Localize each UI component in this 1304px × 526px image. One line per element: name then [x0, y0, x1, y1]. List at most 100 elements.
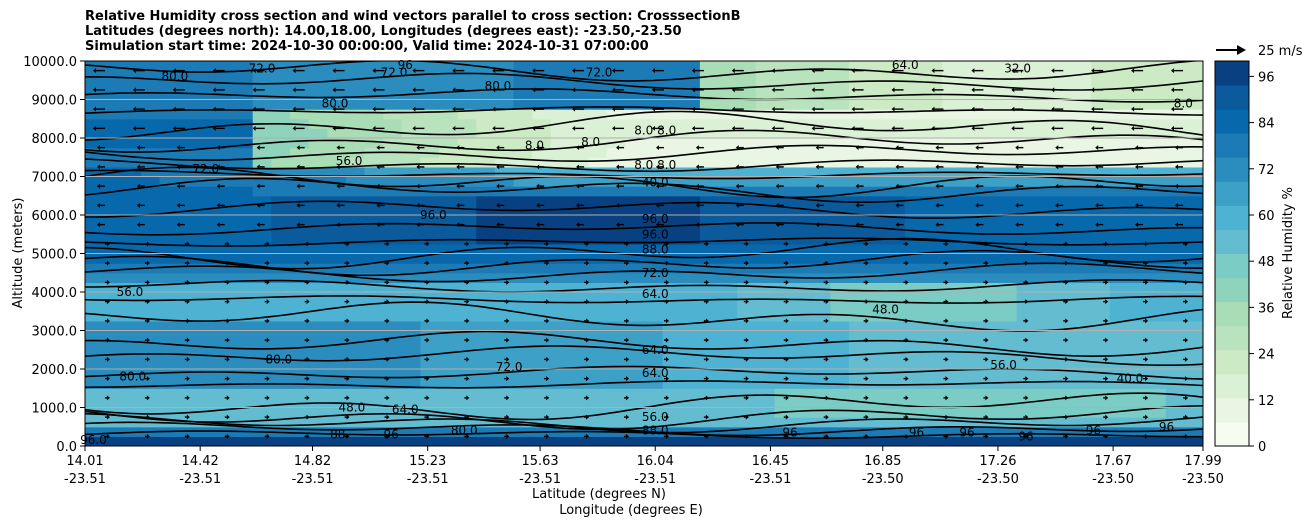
field-cell — [1128, 128, 1148, 139]
field-cell — [140, 70, 161, 81]
field-cell — [178, 234, 198, 245]
wind-vector-head — [546, 318, 550, 324]
wind-vector-head — [106, 318, 110, 324]
field-cell — [252, 166, 272, 178]
field-cell — [215, 61, 235, 72]
field-cell — [383, 253, 403, 264]
wind-vector-head — [815, 222, 819, 228]
field-cell — [439, 397, 459, 409]
field-cell — [1165, 397, 1185, 409]
field-cell — [737, 282, 757, 293]
field-cell — [85, 109, 105, 120]
wind-vector-head — [106, 376, 110, 382]
field-cell — [513, 388, 533, 399]
field-cell — [1053, 417, 1074, 428]
wind-vector-head — [935, 164, 939, 170]
field-cell — [998, 426, 1018, 437]
wind-vector-head — [1095, 202, 1099, 208]
field-cell — [681, 118, 701, 129]
field-cell — [439, 311, 459, 322]
field-cell — [178, 292, 198, 303]
field-cell — [1035, 272, 1055, 283]
wind-vector-head — [785, 241, 789, 247]
field-cell — [979, 157, 999, 168]
field-cell — [588, 99, 608, 110]
field-cell — [215, 157, 235, 168]
wind-vector-head — [1065, 241, 1069, 247]
field-cell — [196, 340, 217, 351]
field-cell — [867, 157, 887, 168]
field-cell — [960, 205, 980, 216]
y-tick-label: 9000.0 — [32, 94, 78, 109]
field-cell — [1016, 99, 1036, 110]
field-cell — [1016, 195, 1036, 206]
field-cell — [159, 388, 179, 399]
contour-label: 80.0 — [265, 352, 292, 366]
field-cell — [1053, 359, 1074, 370]
field-cell — [1072, 282, 1092, 293]
field-cell — [774, 397, 794, 409]
field-cell — [718, 330, 738, 341]
wind-vector-head — [745, 414, 749, 420]
field-cell — [1072, 224, 1092, 235]
field-cell — [699, 349, 720, 360]
field-cell — [1016, 224, 1036, 235]
field-cell — [550, 378, 571, 389]
field-cell — [1035, 80, 1055, 91]
wind-vector-head — [735, 202, 739, 208]
x-tick-label-lat: 16.04 — [637, 454, 674, 469]
field-cell — [85, 417, 105, 428]
field-cell — [494, 61, 515, 72]
field-cell — [1016, 330, 1036, 341]
field-cell — [103, 89, 123, 101]
field-cell — [383, 378, 403, 389]
wind-vector-head — [226, 356, 230, 362]
wind-vector-head — [306, 395, 310, 401]
field-cell — [1053, 253, 1074, 264]
contour-label: 96 — [782, 426, 797, 440]
field-cell — [103, 234, 123, 245]
wind-vector-head — [1185, 433, 1189, 439]
field-cell — [1091, 89, 1111, 101]
field-cell — [904, 397, 925, 409]
field-cell — [401, 253, 421, 264]
field-cell — [271, 349, 291, 360]
field-cell — [755, 61, 776, 72]
field-cell — [122, 61, 142, 72]
field-cell — [513, 166, 533, 178]
field-cell — [1091, 80, 1111, 91]
wind-vectors — [92, 68, 1189, 439]
field-cell — [867, 118, 887, 129]
wind-vector-head — [546, 299, 550, 305]
wind-vector-head — [572, 125, 576, 131]
field-cell — [718, 176, 738, 187]
field-cell — [178, 61, 198, 72]
field-cell — [942, 176, 962, 187]
field-cell — [215, 369, 235, 380]
field-cell — [457, 330, 477, 341]
field-cell — [625, 263, 645, 274]
field-cell — [718, 118, 738, 129]
field-cell — [457, 426, 477, 437]
field-cell — [122, 109, 142, 120]
field-cell — [215, 147, 235, 158]
field-cell — [513, 320, 533, 332]
field-cell — [178, 109, 198, 120]
field-cell — [737, 243, 757, 255]
field-cell — [364, 224, 384, 235]
field-cell — [364, 61, 384, 72]
wind-vector-head — [945, 376, 949, 382]
field-cell — [476, 388, 496, 399]
wind-vector-head — [1025, 299, 1029, 305]
field-cell — [606, 205, 626, 216]
field-cell — [811, 388, 831, 399]
field-cell — [1091, 330, 1111, 341]
field-cell — [494, 70, 515, 81]
field-cell — [942, 215, 962, 226]
field-cell — [476, 89, 496, 101]
field-cell — [122, 253, 142, 264]
field-cell — [681, 61, 701, 72]
field-cell — [1053, 99, 1074, 110]
field-cell — [1184, 378, 1203, 389]
field-cell — [811, 176, 831, 187]
